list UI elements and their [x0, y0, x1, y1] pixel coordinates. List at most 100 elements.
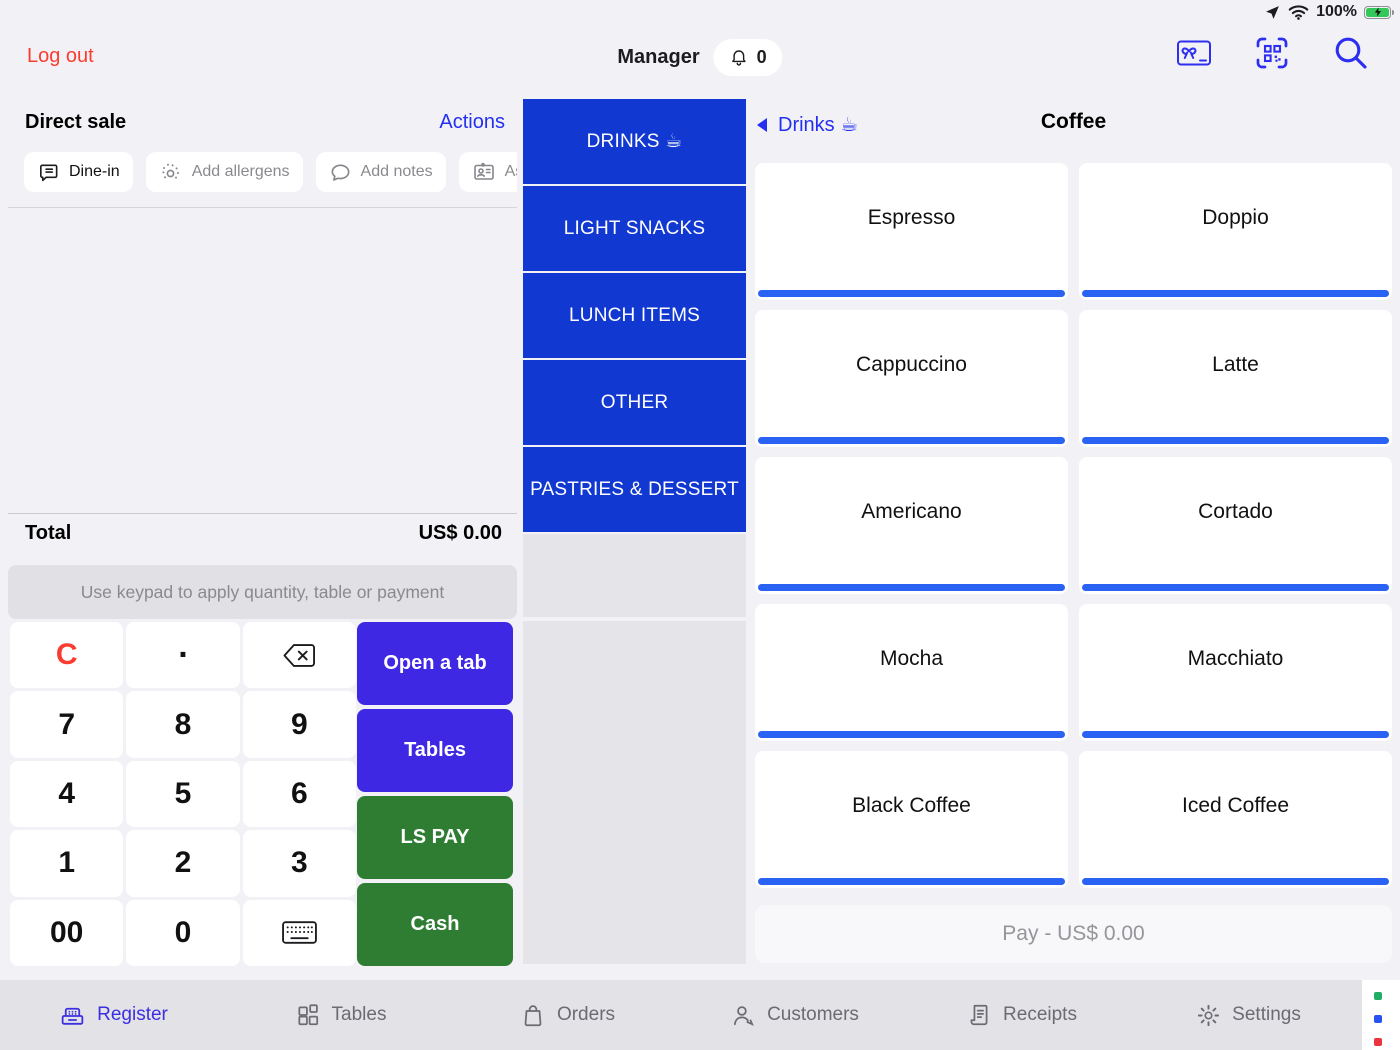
nav-customers-label: Customers: [767, 1004, 859, 1025]
notifications-button[interactable]: 0: [713, 39, 783, 76]
product-black-coffee[interactable]: Black Coffee: [755, 751, 1068, 888]
header-icons: [1176, 34, 1370, 72]
total-label: Total: [25, 522, 72, 544]
pay-button[interactable]: Pay - US$ 0.00: [755, 905, 1392, 963]
allergens-icon: [159, 160, 183, 184]
category-empty-slot: [523, 534, 746, 617]
group-title: Coffee: [1040, 110, 1107, 133]
payment-actions: Open a tab Tables LS PAY Cash: [357, 622, 513, 966]
tile-color-bar: [758, 584, 1065, 591]
key-0[interactable]: 0: [126, 899, 240, 966]
nav-receipts-label: Receipts: [1003, 1004, 1077, 1025]
category-light-snacks[interactable]: LIGHT SNACKS: [523, 186, 746, 271]
customers-icon: [730, 1002, 756, 1028]
settings-icon: [1196, 1003, 1221, 1028]
status-dots-strip: [1362, 980, 1400, 1050]
add-allergens-label: Add allergens: [191, 163, 290, 180]
order-title: Direct sale: [25, 111, 127, 133]
product-americano[interactable]: Americano: [755, 457, 1068, 594]
key-4[interactable]: 4: [10, 760, 124, 828]
user-name: Manager: [617, 46, 700, 68]
key-5[interactable]: 5: [126, 760, 240, 828]
add-notes-label: Add notes: [360, 163, 433, 180]
key-3[interactable]: 3: [242, 830, 356, 897]
key-2[interactable]: 2: [126, 830, 240, 897]
keypad-hint: Use keypad to apply quantity, table or p…: [8, 565, 517, 619]
keyboard-key[interactable]: [242, 899, 356, 966]
key-00[interactable]: 00: [10, 899, 124, 966]
product-doppio[interactable]: Doppio: [1079, 163, 1392, 300]
product-espresso[interactable]: Espresso: [755, 163, 1068, 300]
ls-pay-button[interactable]: LS PAY: [357, 796, 513, 879]
category-drinks[interactable]: DRINKS ☕: [523, 99, 746, 184]
location-arrow-icon: [1264, 4, 1281, 21]
logout-button[interactable]: Log out: [27, 45, 94, 67]
product-mocha[interactable]: Mocha: [755, 604, 1068, 741]
bottom-nav: Register Tables Orders: [0, 980, 1362, 1050]
category-pastries-dessert[interactable]: PASTRIES & DESSERT: [523, 447, 746, 532]
keypad: C . 7 8 9 4 5 6 1 2 3 00 0: [10, 622, 356, 966]
tile-color-bar: [758, 290, 1065, 297]
key-9[interactable]: 9: [242, 691, 356, 758]
assign-customer-button[interactable]: As: [458, 152, 517, 192]
dine-in-button[interactable]: Dine-in: [24, 152, 133, 192]
key-8[interactable]: 8: [126, 691, 240, 758]
status-dot-blue: [1374, 1015, 1382, 1023]
nav-customers[interactable]: Customers: [681, 980, 908, 1050]
keyboard-icon: [281, 919, 318, 946]
divider: [8, 513, 517, 514]
search-button[interactable]: [1332, 34, 1370, 72]
clear-key[interactable]: C: [10, 622, 124, 689]
nav-settings[interactable]: Settings: [1135, 980, 1362, 1050]
status-dot-green: [1374, 992, 1382, 1000]
backspace-icon: [281, 642, 317, 669]
key-1[interactable]: 1: [10, 830, 124, 897]
receipts-icon: [966, 1002, 992, 1028]
key-7[interactable]: 7: [10, 691, 124, 758]
decimal-key[interactable]: .: [126, 622, 240, 689]
tables-icon: [295, 1002, 321, 1028]
category-other[interactable]: OTHER: [523, 360, 746, 445]
tile-color-bar: [1082, 878, 1389, 885]
add-notes-button[interactable]: Add notes: [315, 152, 446, 192]
tile-color-bar: [758, 437, 1065, 444]
back-arrow-icon: [757, 117, 767, 132]
product-cappuccino[interactable]: Cappuccino: [755, 310, 1068, 447]
nav-orders[interactable]: Orders: [454, 980, 681, 1050]
order-panel: Direct sale Actions Dine-in: [8, 0, 517, 1050]
tile-color-bar: [1082, 584, 1389, 591]
qr-scan-button[interactable]: [1254, 35, 1290, 71]
breadcrumb-back[interactable]: Drinks ☕: [757, 112, 858, 137]
nav-receipts[interactable]: Receipts: [908, 980, 1135, 1050]
nav-settings-label: Settings: [1232, 1004, 1301, 1025]
product-iced-coffee[interactable]: Iced Coffee: [1079, 751, 1392, 888]
nav-tables-label: Tables: [331, 1004, 387, 1025]
product-grid: Espresso Doppio Cappuccino Latte America…: [755, 163, 1392, 888]
total-row: Total US$ 0.00: [25, 522, 502, 545]
battery-percent: 100%: [1316, 3, 1357, 20]
nav-tables[interactable]: Tables: [227, 980, 454, 1050]
notification-count: 0: [756, 47, 767, 67]
dine-in-label: Dine-in: [69, 163, 120, 180]
gift-card-button[interactable]: [1176, 38, 1212, 68]
tile-color-bar: [1082, 437, 1389, 444]
product-cortado[interactable]: Cortado: [1079, 457, 1392, 594]
nav-register[interactable]: Register: [0, 980, 227, 1050]
product-macchiato[interactable]: Macchiato: [1079, 604, 1392, 741]
open-tab-button[interactable]: Open a tab: [357, 622, 513, 705]
product-latte[interactable]: Latte: [1079, 310, 1392, 447]
assign-customer-label: As: [504, 163, 517, 180]
actions-link[interactable]: Actions: [439, 111, 505, 133]
orders-icon: [520, 1002, 546, 1028]
backspace-key[interactable]: [242, 622, 356, 689]
battery-icon: [1364, 5, 1394, 19]
tables-button[interactable]: Tables: [357, 709, 513, 792]
category-lunch-items[interactable]: LUNCH ITEMS: [523, 273, 746, 358]
category-filler: [523, 621, 746, 964]
divider: [8, 207, 517, 208]
cash-button[interactable]: Cash: [357, 883, 513, 966]
add-allergens-button[interactable]: Add allergens: [145, 152, 303, 192]
nav-orders-label: Orders: [556, 1004, 616, 1025]
category-list: DRINKS ☕ LIGHT SNACKS LUNCH ITEMS OTHER …: [523, 99, 746, 964]
key-6[interactable]: 6: [242, 760, 356, 828]
